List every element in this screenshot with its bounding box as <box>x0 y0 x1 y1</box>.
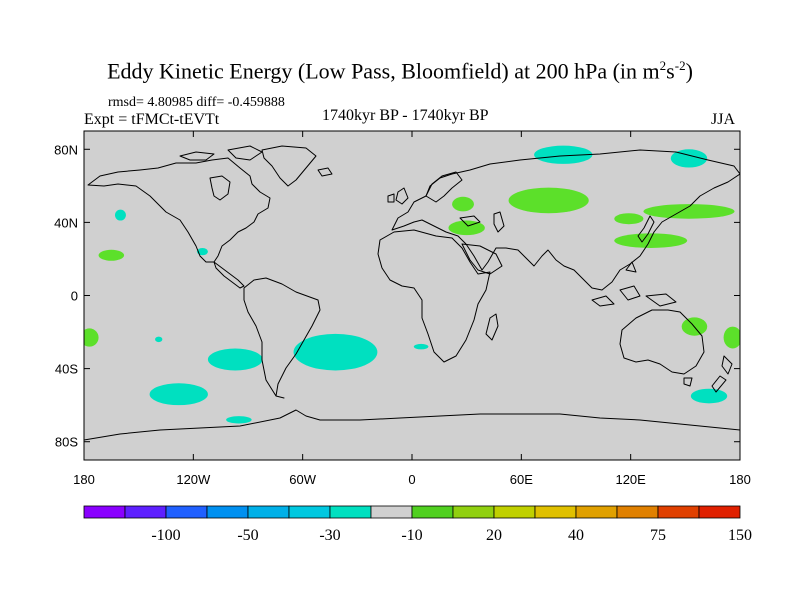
coast-australia <box>619 309 705 375</box>
anomaly-neg-4 <box>155 336 163 343</box>
x-tick-label-4: 60E <box>510 472 533 487</box>
anomaly-neg-3 <box>196 247 208 256</box>
y-tick-label-2: 0 <box>71 289 78 304</box>
colorbar-box-14 <box>657 505 700 519</box>
colorbar-box-2 <box>165 505 208 519</box>
coast-madagascar <box>485 313 499 341</box>
y-tick-label-0: 80N <box>54 142 78 157</box>
colorbar-label-0: -100 <box>151 527 180 544</box>
stats-label: rmsd= 4.80985 diff= -0.459888 <box>108 95 285 110</box>
coast-south-america <box>243 277 321 399</box>
anomaly-pos-14 <box>614 213 644 225</box>
colorbar-label-7: 150 <box>728 527 752 544</box>
anomaly-pos-12 <box>508 187 589 214</box>
colorbar-label-4: 20 <box>486 527 502 544</box>
y-tick-label-4: 80S <box>55 435 78 450</box>
anomaly-neg-10 <box>690 388 728 404</box>
colorbar-box-7 <box>370 505 413 519</box>
coast-caspian <box>493 211 505 233</box>
anomaly-neg-5 <box>207 348 263 371</box>
colorbar: -100 -50 -30 -10 20 40 75 150 <box>83 505 752 544</box>
colorbar-box-0 <box>83 505 126 519</box>
coast-antarctica <box>84 409 740 460</box>
x-tick-label-5: 120E <box>615 472 646 487</box>
colorbar-box-3 <box>206 505 249 519</box>
coast-se-asia <box>591 261 677 307</box>
latitude-axis: 80N 40N 0 40S 80S <box>54 142 740 450</box>
plot-title: Eddy Kinetic Energy (Low Pass, Bloomfiel… <box>107 58 693 84</box>
period-label: 1740kyr BP - 1740kyr BP <box>322 107 489 124</box>
coast-new-zealand <box>711 355 733 393</box>
anomaly-pos-17 <box>98 249 125 261</box>
colorbar-label-1: -50 <box>237 527 258 544</box>
colorbar-label-5: 40 <box>568 527 584 544</box>
coast-central-america <box>213 261 245 289</box>
x-tick-label-1: 120W <box>176 472 211 487</box>
map-background <box>84 131 740 460</box>
coast-greenland <box>261 145 317 187</box>
coastlines <box>84 145 740 460</box>
x-tick-label-2: 60W <box>289 472 316 487</box>
colorbar-label-6: 75 <box>650 527 666 544</box>
coast-japan <box>637 215 655 243</box>
colorbar-box-9 <box>452 505 495 519</box>
coast-africa <box>377 229 491 363</box>
map-area <box>84 131 740 460</box>
anomaly-pos-16 <box>614 233 688 248</box>
coast-scandinavia <box>425 171 463 203</box>
coast-north-america <box>87 157 271 263</box>
anomaly-pos-13 <box>448 220 485 236</box>
colorbar-box-15 <box>698 505 741 519</box>
x-tick-label-0: 180 <box>73 472 95 487</box>
colorbar-box-5 <box>288 505 331 519</box>
coast-hudson-bay <box>209 175 231 201</box>
anomaly-neg-0 <box>534 145 593 164</box>
anomaly-pos-11 <box>452 196 474 212</box>
colorbar-box-11 <box>534 505 577 519</box>
colorbar-label-3: -10 <box>401 527 422 544</box>
anomaly-neg-9 <box>413 343 429 350</box>
anomaly-neg-1 <box>670 149 708 168</box>
coast-british-isles <box>387 187 409 205</box>
coast-eurasia <box>391 149 740 291</box>
coast-arctic-islands <box>179 145 263 161</box>
x-tick-label-6: 180 <box>729 472 751 487</box>
colorbar-box-6 <box>329 505 372 519</box>
colorbar-box-4 <box>247 505 290 519</box>
anomaly-neg-7 <box>149 383 208 406</box>
coast-iceland <box>317 167 333 177</box>
colorbar-box-8 <box>411 505 454 519</box>
colorbar-box-10 <box>493 505 536 519</box>
colorbar-box-13 <box>616 505 659 519</box>
x-tick-label-3: 0 <box>408 472 415 487</box>
anomaly-neg-8 <box>226 416 252 424</box>
anomaly-regions <box>84 145 740 424</box>
longitude-axis: 180 120W 60W 0 60E 120E 180 <box>73 131 751 487</box>
anomaly-pos-15 <box>643 204 735 219</box>
experiment-label: Expt = tFMCt-tEVTt <box>84 111 220 128</box>
colorbar-box-12 <box>575 505 618 519</box>
anomaly-pos-18 <box>84 328 99 347</box>
y-tick-label-3: 40S <box>55 362 78 377</box>
anomaly-neg-2 <box>114 209 126 221</box>
y-tick-label-1: 40N <box>54 215 78 230</box>
coast-black-sea <box>459 215 481 227</box>
anomaly-pos-19 <box>723 326 740 349</box>
colorbar-label-2: -30 <box>319 527 340 544</box>
anomaly-neg-6 <box>293 333 378 371</box>
colorbar-box-1 <box>124 505 167 519</box>
coast-tasmania <box>683 377 693 387</box>
coast-arabia <box>461 243 503 275</box>
season-label: JJA <box>711 111 736 128</box>
